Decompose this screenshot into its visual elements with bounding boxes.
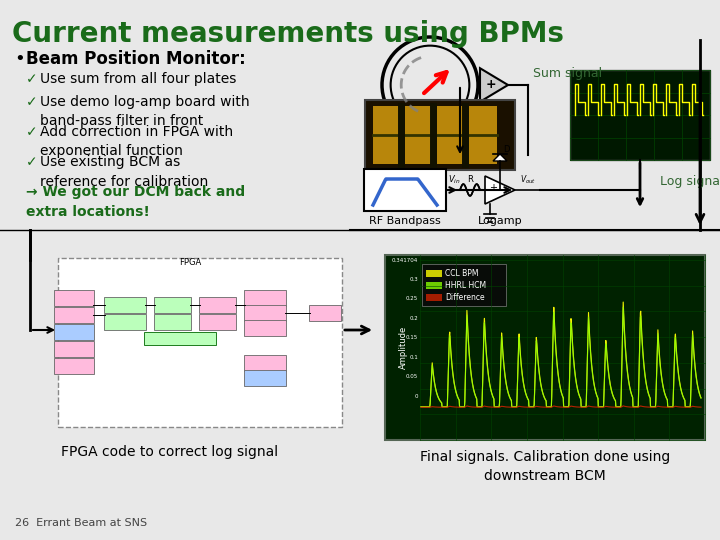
Text: +: +	[486, 78, 497, 91]
Text: Logamp: Logamp	[477, 216, 522, 226]
FancyBboxPatch shape	[309, 305, 341, 321]
Text: ✓: ✓	[26, 155, 37, 169]
Text: D: D	[503, 145, 510, 154]
Text: Beam Position Monitor:: Beam Position Monitor:	[26, 50, 246, 68]
FancyBboxPatch shape	[58, 258, 342, 427]
Text: ✓: ✓	[26, 95, 37, 109]
Text: Difference: Difference	[445, 293, 485, 301]
Text: Use sum from all four plates: Use sum from all four plates	[40, 72, 236, 86]
FancyBboxPatch shape	[422, 264, 506, 306]
FancyBboxPatch shape	[570, 70, 710, 160]
Text: FPGA code to correct log signal: FPGA code to correct log signal	[61, 445, 279, 459]
FancyBboxPatch shape	[154, 297, 191, 313]
FancyBboxPatch shape	[54, 341, 94, 357]
FancyBboxPatch shape	[373, 106, 401, 164]
Text: Log signal: Log signal	[660, 175, 720, 188]
FancyBboxPatch shape	[54, 307, 94, 323]
FancyBboxPatch shape	[426, 294, 442, 301]
Polygon shape	[493, 154, 507, 161]
FancyBboxPatch shape	[385, 255, 705, 440]
Text: FPGA: FPGA	[179, 258, 201, 267]
FancyBboxPatch shape	[244, 290, 286, 306]
FancyBboxPatch shape	[154, 314, 191, 330]
FancyBboxPatch shape	[104, 297, 146, 313]
Text: Current measurements using BPMs: Current measurements using BPMs	[12, 20, 564, 48]
Text: ✓: ✓	[26, 72, 37, 86]
Text: 0.3: 0.3	[409, 277, 418, 282]
Text: → We got our DCM back and
extra locations!: → We got our DCM back and extra location…	[26, 185, 245, 219]
FancyBboxPatch shape	[426, 282, 442, 289]
Text: 0.2: 0.2	[409, 316, 418, 321]
Text: Final signals. Calibration done using
downstream BCM: Final signals. Calibration done using do…	[420, 450, 670, 483]
FancyBboxPatch shape	[405, 106, 433, 164]
Text: HHRL HCM: HHRL HCM	[445, 280, 486, 289]
Text: 0: 0	[415, 394, 418, 399]
Text: Use demo log-amp board with
band-pass filter in front: Use demo log-amp board with band-pass fi…	[40, 95, 250, 129]
Text: •: •	[14, 50, 24, 68]
FancyBboxPatch shape	[199, 297, 236, 313]
Text: 0.341704: 0.341704	[392, 258, 418, 262]
Text: $V_{in}$: $V_{in}$	[448, 173, 461, 186]
Polygon shape	[485, 176, 515, 204]
FancyBboxPatch shape	[469, 106, 497, 164]
FancyBboxPatch shape	[364, 169, 446, 211]
FancyBboxPatch shape	[199, 314, 236, 330]
Text: 0.25: 0.25	[406, 296, 418, 301]
Text: Use existing BCM as
reference for calibration: Use existing BCM as reference for calibr…	[40, 155, 208, 188]
Text: +: +	[489, 183, 497, 193]
FancyBboxPatch shape	[365, 100, 515, 170]
Text: Sum signal: Sum signal	[533, 67, 602, 80]
Text: CCL BPM: CCL BPM	[445, 268, 479, 278]
FancyBboxPatch shape	[144, 332, 216, 345]
FancyBboxPatch shape	[244, 320, 286, 336]
FancyBboxPatch shape	[54, 358, 94, 374]
Text: $V_{out}$: $V_{out}$	[520, 173, 536, 186]
Text: 26  Errant Beam at SNS: 26 Errant Beam at SNS	[15, 518, 147, 528]
FancyBboxPatch shape	[244, 355, 286, 371]
FancyBboxPatch shape	[426, 270, 442, 277]
Polygon shape	[480, 68, 508, 102]
FancyBboxPatch shape	[244, 305, 286, 321]
Text: ✓: ✓	[26, 125, 37, 139]
FancyBboxPatch shape	[437, 106, 465, 164]
Text: 0.15: 0.15	[406, 335, 418, 340]
FancyBboxPatch shape	[104, 314, 146, 330]
FancyBboxPatch shape	[54, 324, 94, 340]
FancyBboxPatch shape	[54, 290, 94, 306]
Text: RF Bandpass: RF Bandpass	[369, 216, 441, 226]
FancyBboxPatch shape	[244, 370, 286, 386]
Text: R: R	[467, 175, 473, 184]
Text: 0.1: 0.1	[409, 355, 418, 360]
Text: 0.05: 0.05	[406, 374, 418, 379]
Text: Amplitude: Amplitude	[398, 326, 408, 369]
Text: Add correction in FPGA with
exponential function: Add correction in FPGA with exponential …	[40, 125, 233, 159]
